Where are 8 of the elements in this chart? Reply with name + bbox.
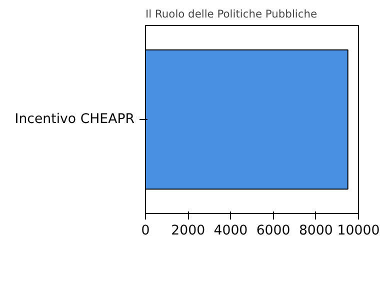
y-tick-label: Incentivo CHEAPR: [14, 112, 135, 127]
x-tick-label: 10000: [337, 224, 380, 238]
x-tick-label: 4000: [214, 224, 248, 238]
x-tick-label: 0: [141, 224, 150, 238]
chart-title: Il Ruolo delle Politiche Pubbliche: [146, 8, 318, 20]
x-tick-label: 6000: [256, 224, 290, 238]
x-tick-label: 8000: [298, 224, 333, 238]
x-tick-label: 2000: [171, 224, 206, 238]
